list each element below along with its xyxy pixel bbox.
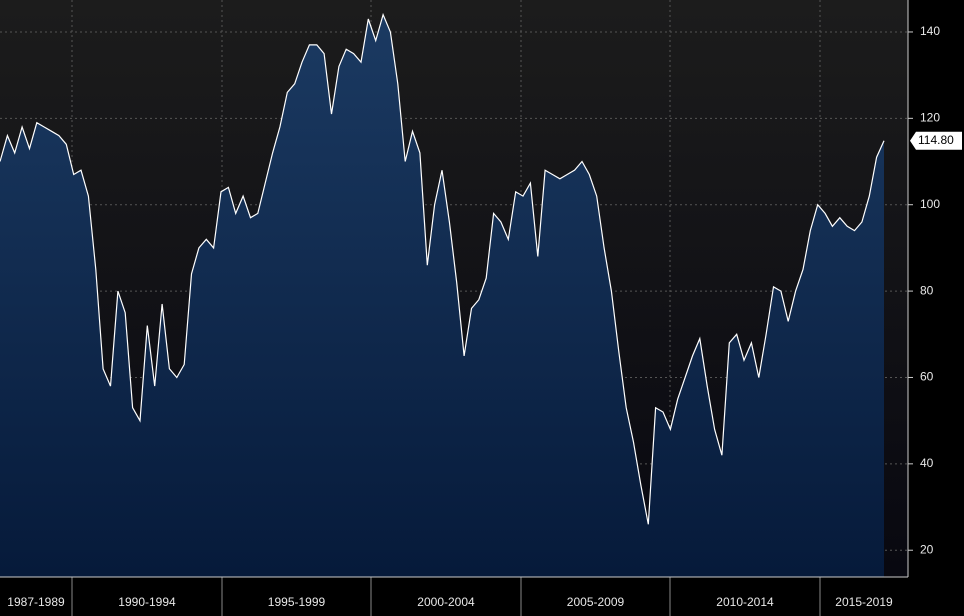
- y-tick-label: 100: [920, 197, 940, 211]
- x-tick-label: 2000-2004: [417, 595, 475, 609]
- area: [0, 14, 884, 577]
- last-value-box: [910, 131, 962, 150]
- x-tick-label: 1995-1999: [268, 595, 326, 609]
- last-value-label: 114.80: [918, 133, 954, 147]
- y-tick-label: 60: [920, 370, 934, 384]
- y-tick-label: 140: [920, 24, 940, 38]
- x-tick-label: 2005-2009: [567, 595, 625, 609]
- y-tick-label: 120: [920, 111, 940, 125]
- x-tick-label: 1987-1989: [7, 595, 65, 609]
- x-tick-label: 1990-1994: [118, 595, 176, 609]
- x-tick-label: 2010-2014: [716, 595, 774, 609]
- y-tick-label: 20: [920, 542, 934, 556]
- y-tick-label: 40: [920, 456, 934, 470]
- y-tick-label: 80: [920, 283, 934, 297]
- line: [0, 12, 885, 525]
- x-tick-label: 2015-2019: [835, 595, 893, 609]
